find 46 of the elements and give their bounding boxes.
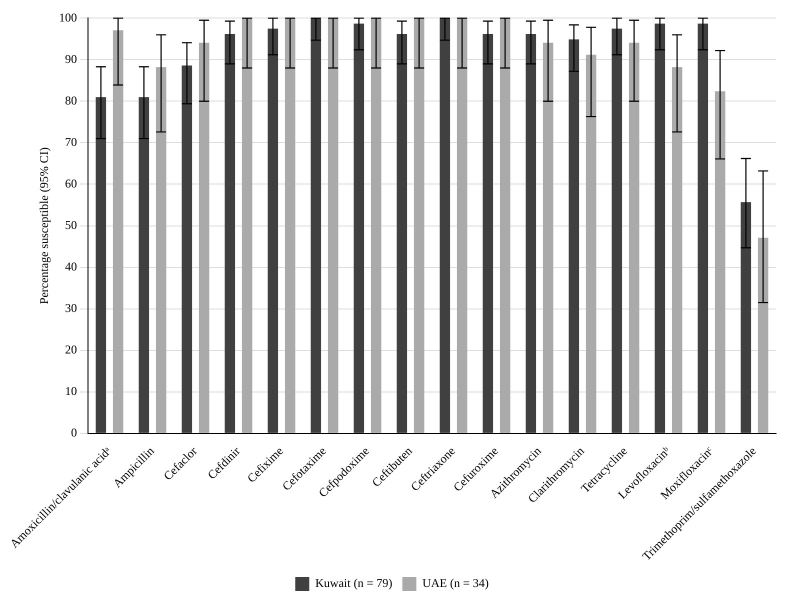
y-tick-label: 60 (65, 176, 78, 190)
bar (654, 24, 666, 433)
legend-label: UAE (n = 34) (422, 576, 489, 590)
y-tick-label: 80 (65, 93, 78, 108)
bar (500, 18, 510, 433)
y-tick-label: 90 (65, 52, 78, 66)
bar (310, 18, 322, 433)
bar (284, 18, 296, 433)
bar (328, 18, 338, 433)
bar (698, 24, 708, 433)
bar (370, 18, 382, 433)
bar (714, 91, 726, 433)
bar (224, 34, 236, 433)
bar (198, 42, 210, 433)
bar (414, 18, 424, 433)
y-tick-label: 40 (65, 259, 78, 274)
bar (242, 18, 252, 433)
y-tick-label: 0 (71, 425, 78, 440)
bar (482, 34, 494, 433)
bar (586, 54, 596, 433)
bar (440, 18, 450, 433)
bar (354, 24, 364, 433)
y-axis-title: Percentage susceptible (95% CI) (36, 147, 51, 304)
bar (758, 238, 768, 433)
bar (526, 34, 536, 433)
bar (112, 30, 124, 433)
y-tick-label: 20 (65, 342, 78, 356)
bar (628, 42, 640, 433)
bar (542, 42, 554, 433)
bar (138, 97, 150, 433)
bar (96, 97, 106, 433)
y-tick-label: 30 (65, 300, 78, 315)
bar (156, 67, 166, 433)
y-tick-label: 100 (59, 10, 78, 24)
bar (740, 202, 752, 433)
bar (182, 66, 192, 433)
y-tick-label: 50 (65, 218, 78, 232)
bar (672, 67, 682, 433)
y-tick-label: 70 (65, 134, 78, 149)
y-tick-label: 10 (65, 384, 78, 398)
bar (268, 28, 278, 433)
bar (612, 28, 622, 433)
legend-label: Kuwait (n = 79) (315, 576, 392, 590)
bar (396, 34, 408, 433)
bar (568, 39, 580, 433)
bar (456, 18, 468, 433)
